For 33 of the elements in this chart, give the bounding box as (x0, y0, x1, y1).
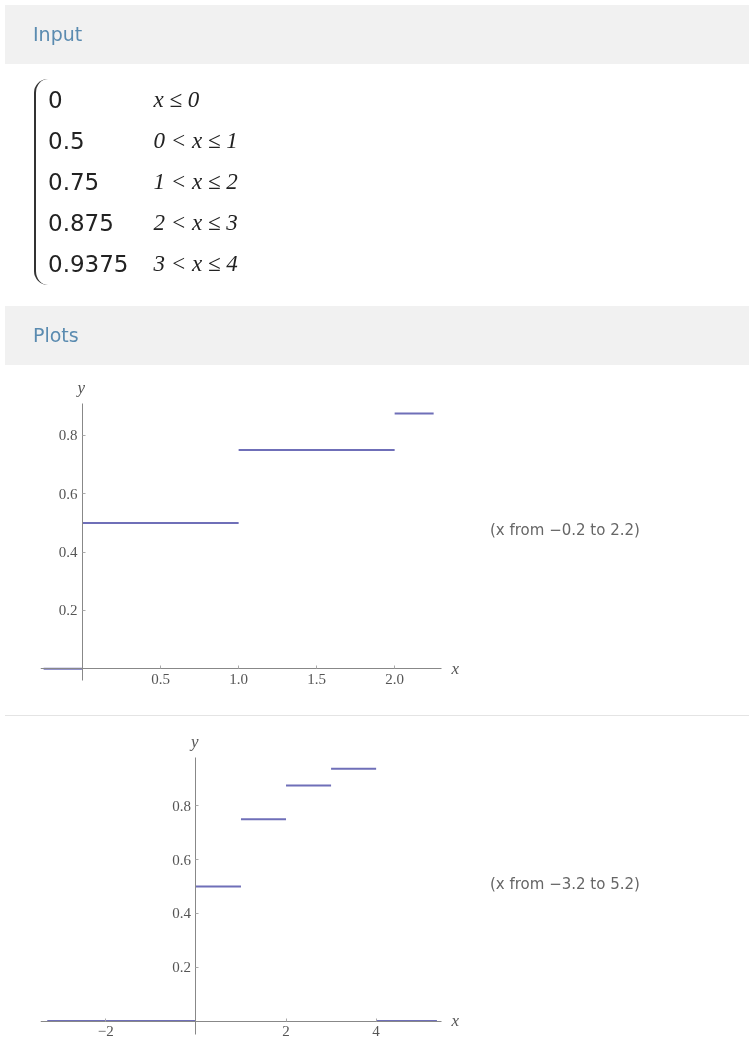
chart-title: Plots (33, 322, 79, 348)
x-axis-title: x (450, 658, 460, 678)
y-tick-label: 0.6 (172, 851, 192, 868)
text: (x from −0.2 to 2.2) (490, 519, 640, 541)
y-tick-label: 0.4 (172, 905, 192, 922)
y-axis-title: y (75, 377, 86, 397)
x-tick-label: 1.0 (229, 670, 249, 687)
text: (x from −3.2 to 5.2) (490, 873, 640, 895)
y-axis-title: y (188, 731, 199, 751)
x-tick-label: 2 (282, 1022, 290, 1039)
text: 1 < x ≤ 2 (152, 167, 239, 196)
y-tick-label: 0.8 (172, 797, 191, 814)
text: 0.9375 (47, 249, 130, 279)
x-tick-label: 2.0 (385, 670, 405, 687)
x-tick-label: 0.5 (151, 670, 170, 687)
x-tick-label: −2 (97, 1022, 114, 1039)
text: 0.75 (47, 167, 101, 197)
x-tick-label: 4 (372, 1022, 381, 1039)
x-axis-title: x (450, 1010, 460, 1030)
y-tick-label: 0.6 (58, 485, 79, 502)
text: 2 < x ≤ 3 (152, 208, 239, 237)
y-tick-label: 0.2 (58, 602, 78, 619)
text: 0.875 (47, 208, 115, 238)
y-tick-label: 0.8 (58, 426, 78, 443)
text: 0 < x ≤ 1 (152, 127, 239, 155)
y-tick-label: 0.4 (58, 543, 79, 560)
text: 0 (47, 86, 64, 116)
y-tick-label: 0.2 (172, 958, 191, 975)
text: 3 < x ≤ 4 (152, 249, 239, 278)
text: x ≤ 0 (152, 86, 201, 115)
text: 0.5 (47, 127, 86, 156)
x-tick-label: 1.5 (307, 670, 327, 687)
text: Input (33, 22, 83, 47)
